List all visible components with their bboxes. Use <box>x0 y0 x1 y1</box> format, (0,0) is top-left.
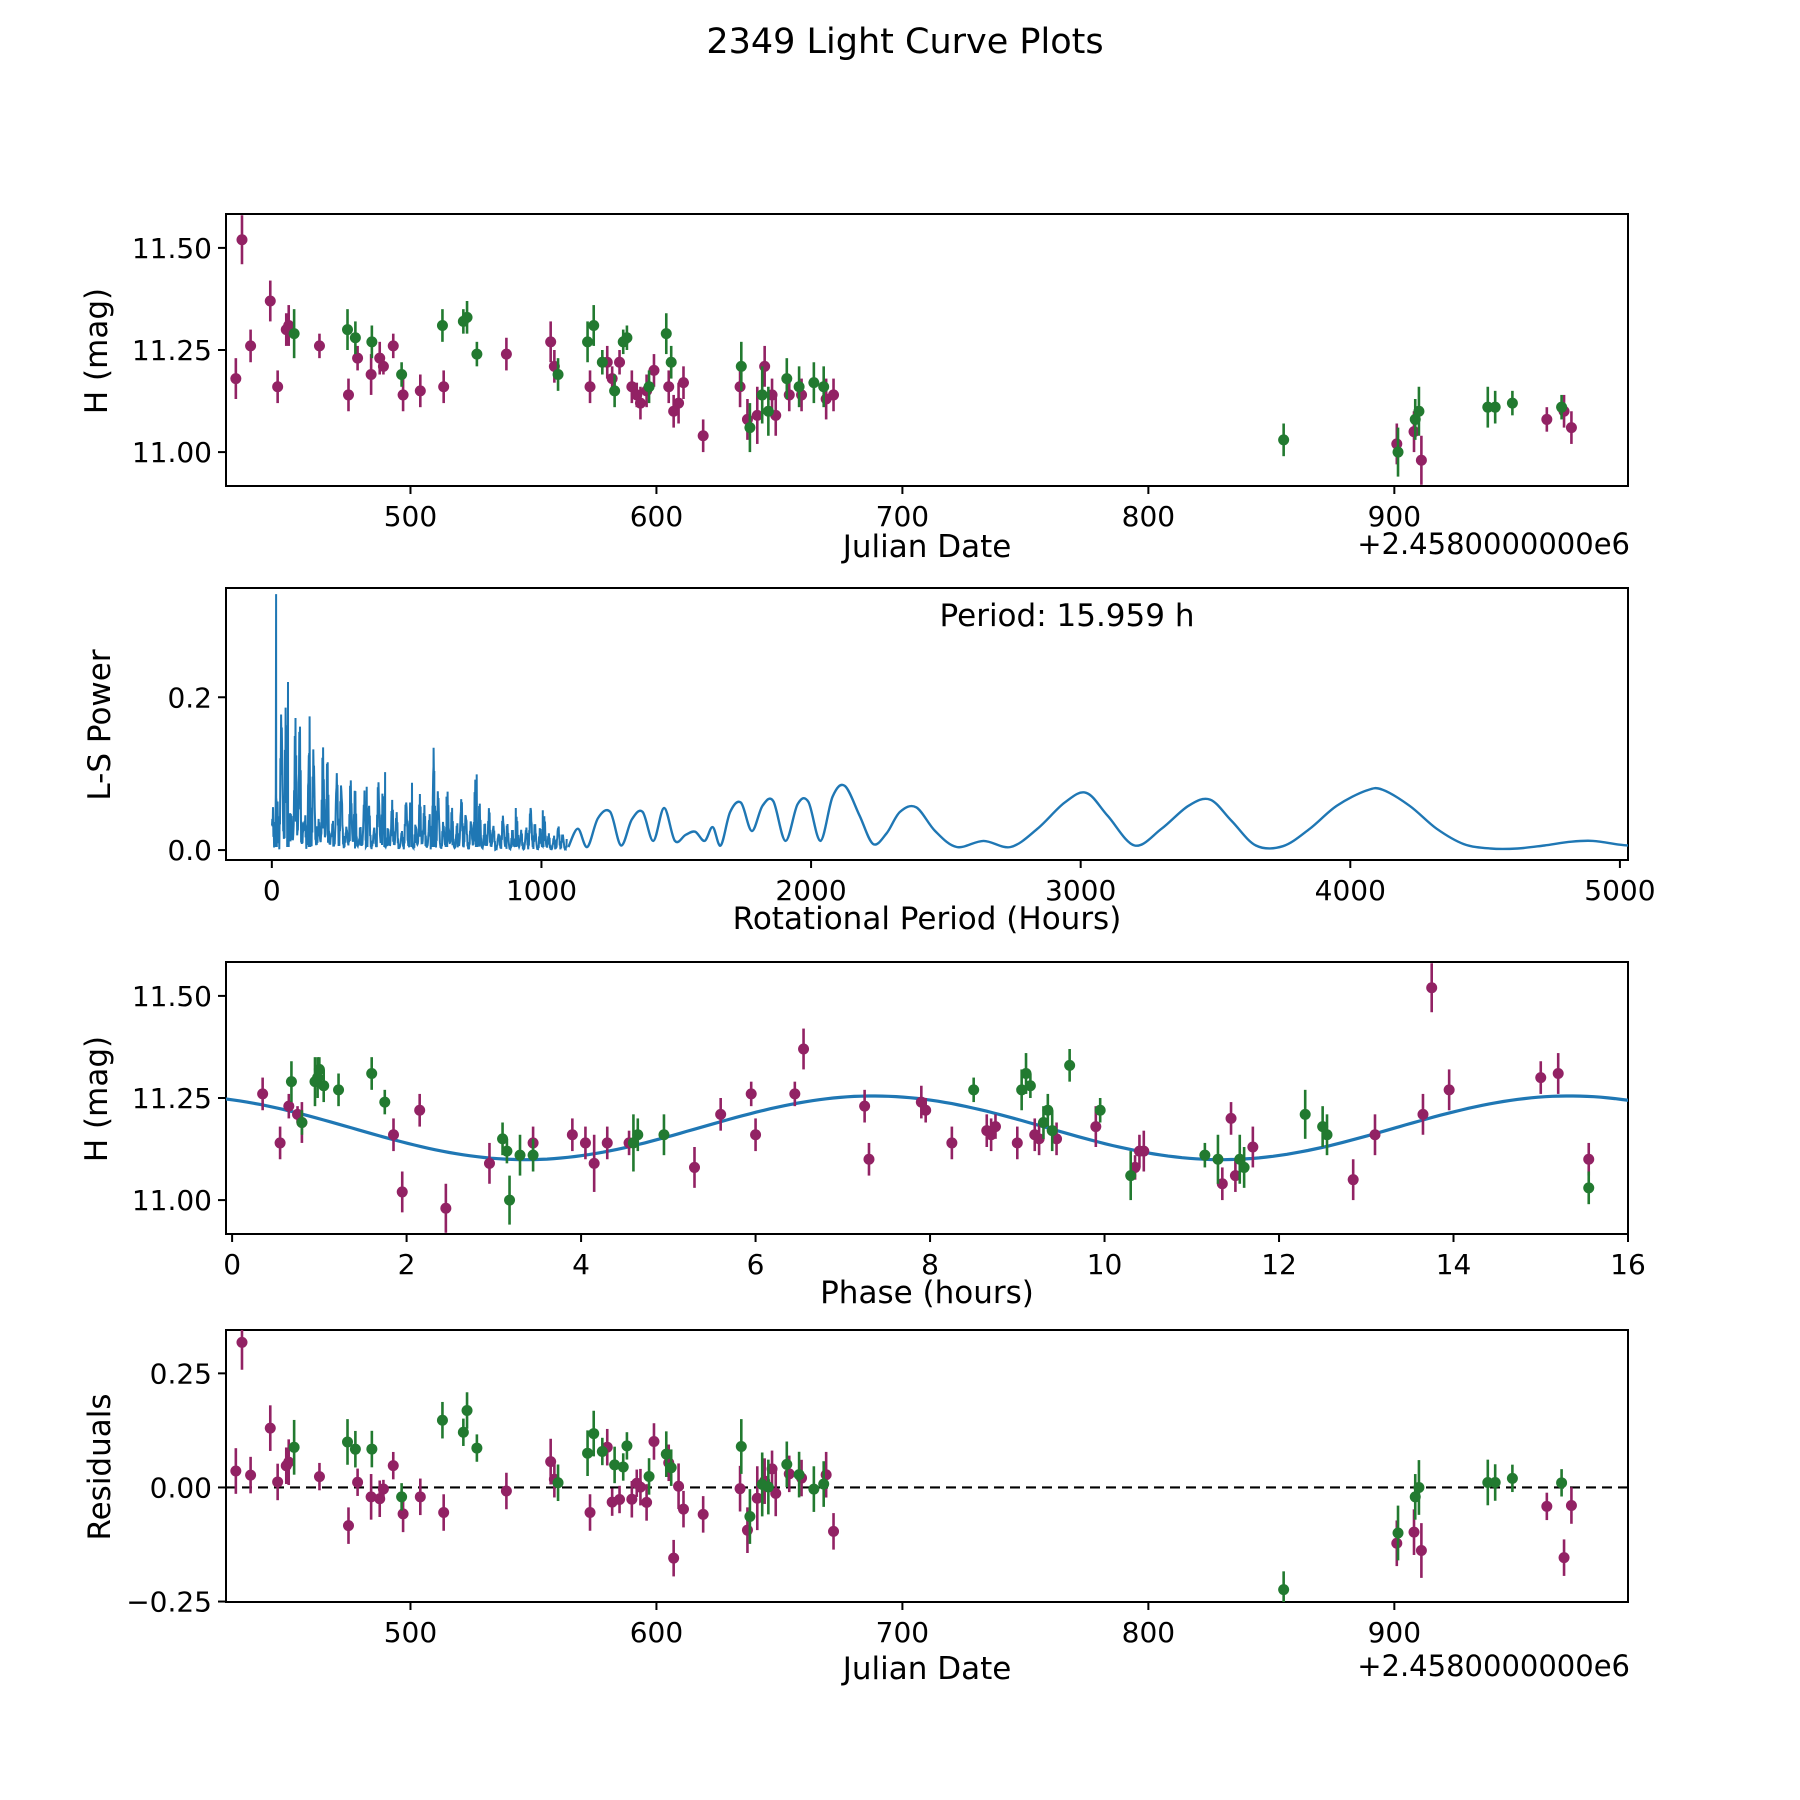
x-axis-offset-jd-residuals: +2.4580000000e6 <box>1357 1649 1630 1683</box>
svg-text:11.25: 11.25 <box>132 1082 212 1115</box>
y-axis-label-phase-mag: H (mag) <box>79 1035 115 1163</box>
x-axis-label-jd-residuals: Julian Date <box>842 1651 1012 1687</box>
svg-text:900: 900 <box>1368 500 1421 533</box>
svg-text:11.50: 11.50 <box>132 980 212 1013</box>
svg-text:11.25: 11.25 <box>132 334 212 367</box>
svg-text:900: 900 <box>1368 1616 1421 1649</box>
y-axis-label-jd-mag: H (mag) <box>79 287 115 415</box>
svg-text:4: 4 <box>572 1248 590 1281</box>
figure-title: 2349 Light Curve Plots <box>706 22 1104 62</box>
svg-text:12: 12 <box>1261 1248 1297 1281</box>
svg-text:700: 700 <box>876 1616 929 1649</box>
svg-text:800: 800 <box>1122 500 1175 533</box>
svg-text:11.50: 11.50 <box>132 232 212 265</box>
svg-text:0.25: 0.25 <box>150 1357 212 1390</box>
svg-text:0.2: 0.2 <box>167 681 212 714</box>
svg-text:500: 500 <box>384 1616 437 1649</box>
x-axis-label-jd: Julian Date <box>842 529 1012 565</box>
svg-text:1000: 1000 <box>506 874 577 907</box>
x-axis-offset-jd: +2.4580000000e6 <box>1357 527 1630 561</box>
svg-text:11.00: 11.00 <box>132 1184 212 1217</box>
svg-text:600: 600 <box>630 1616 683 1649</box>
svg-text:−0.25: −0.25 <box>126 1586 212 1619</box>
x-axis-label-phase: Phase (hours) <box>820 1275 1034 1311</box>
svg-text:3000: 3000 <box>1045 874 1116 907</box>
svg-text:8: 8 <box>921 1248 939 1281</box>
svg-text:700: 700 <box>876 500 929 533</box>
svg-text:4000: 4000 <box>1315 874 1386 907</box>
period-annotation: Period: 15.959 h <box>939 598 1195 634</box>
svg-text:0.0: 0.0 <box>167 834 212 867</box>
svg-text:16: 16 <box>1610 1248 1646 1281</box>
svg-text:600: 600 <box>630 500 683 533</box>
svg-text:6: 6 <box>747 1248 765 1281</box>
svg-text:14: 14 <box>1436 1248 1472 1281</box>
svg-text:11.00: 11.00 <box>132 436 212 469</box>
svg-text:0: 0 <box>223 1248 241 1281</box>
svg-text:0: 0 <box>263 874 281 907</box>
svg-text:10: 10 <box>1087 1248 1123 1281</box>
y-axis-label-ls-power: L-S Power <box>82 649 118 801</box>
svg-text:2000: 2000 <box>775 874 846 907</box>
svg-text:2: 2 <box>398 1248 416 1281</box>
x-axis-label-rotational-period: Rotational Period (Hours) <box>732 901 1122 937</box>
svg-text:5000: 5000 <box>1584 874 1655 907</box>
y-axis-label-residuals: Residuals <box>82 1393 118 1541</box>
svg-text:500: 500 <box>384 500 437 533</box>
svg-text:0.00: 0.00 <box>150 1471 212 1504</box>
svg-text:800: 800 <box>1122 1616 1175 1649</box>
